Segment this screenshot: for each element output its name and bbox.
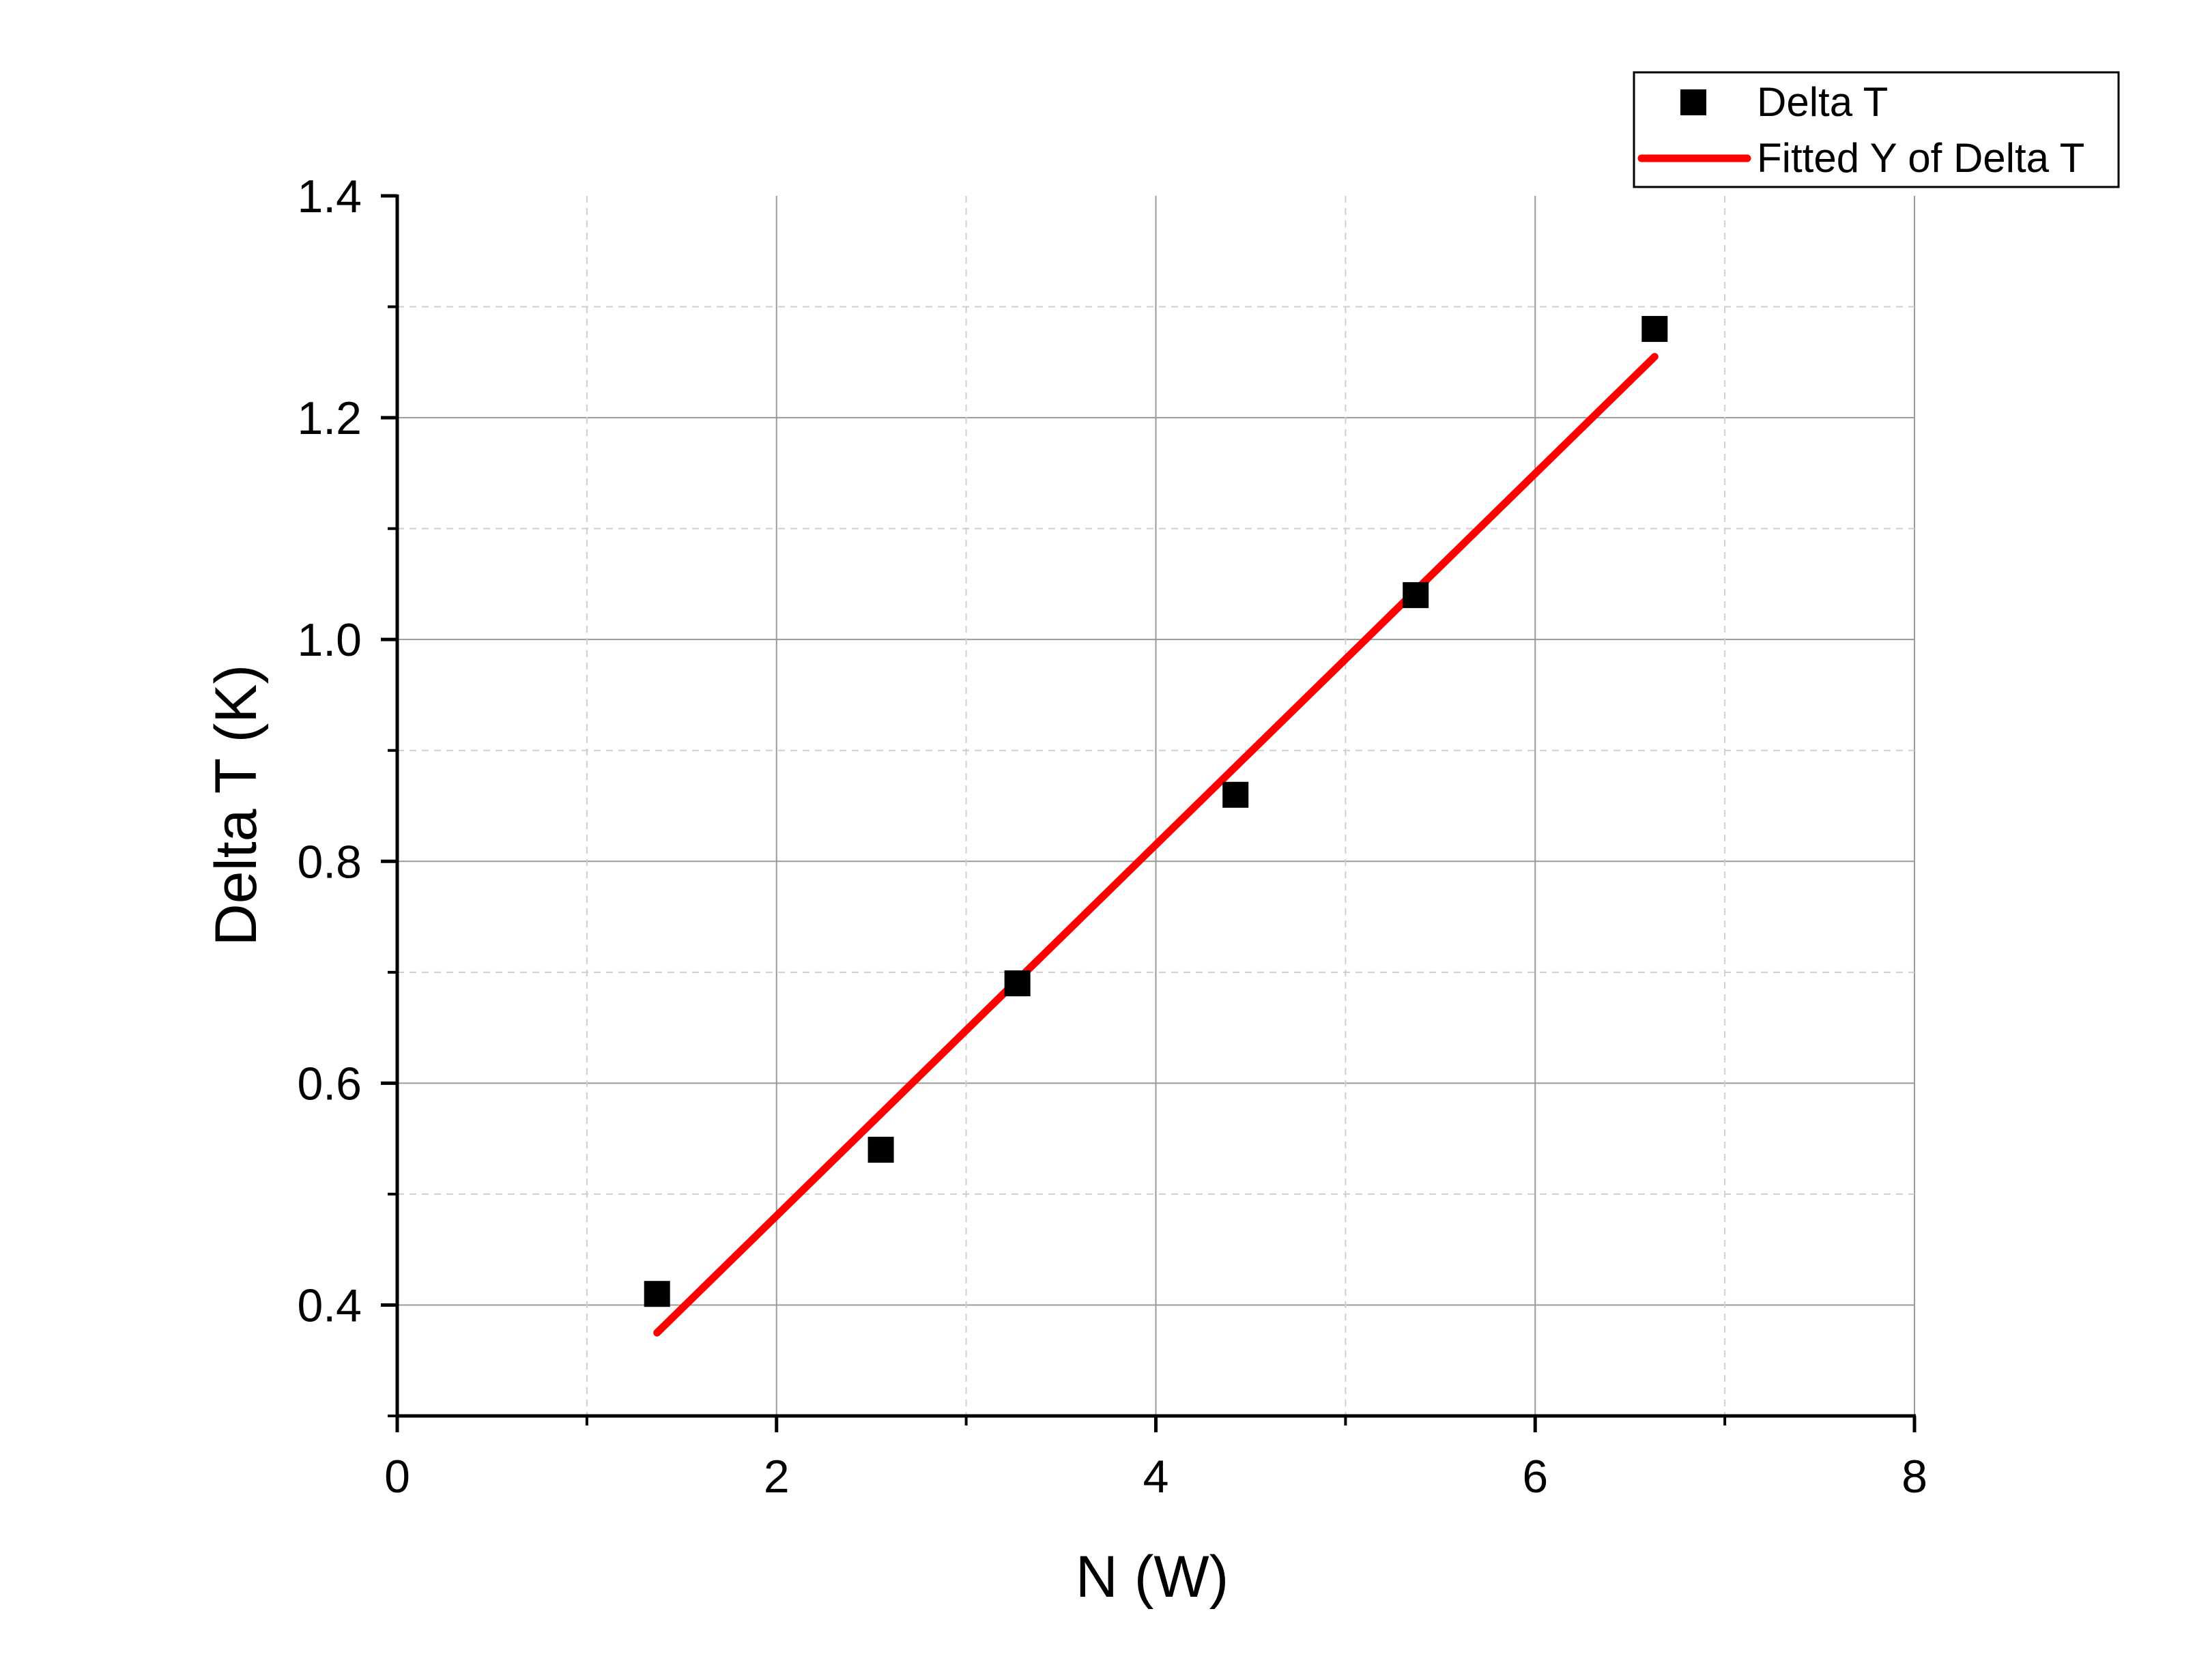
legend-marker-delta-t bbox=[1680, 89, 1706, 115]
data-point bbox=[867, 1136, 894, 1163]
y-tick-label: 1.0 bbox=[297, 614, 362, 666]
fit-line-layer bbox=[653, 353, 1659, 1337]
y-tick-label: 1.2 bbox=[297, 392, 362, 444]
data-point bbox=[1004, 970, 1031, 997]
tick-labels: 0 2 4 6 8 0.4 0.6 0.8 1.0 1.2 1.4 bbox=[297, 171, 1927, 1503]
data-points bbox=[644, 316, 1668, 1307]
x-axis-title: N (W) bbox=[1076, 1544, 1229, 1610]
x-tick-label: 8 bbox=[1902, 1451, 1927, 1503]
y-axis-title: Delta T (K) bbox=[203, 665, 269, 946]
legend-label-delta-t: Delta T bbox=[1757, 79, 1888, 125]
x-tick-label: 0 bbox=[384, 1451, 410, 1503]
x-tick-label: 4 bbox=[1143, 1451, 1169, 1503]
data-point bbox=[1222, 781, 1249, 808]
x-tick-label: 2 bbox=[764, 1451, 790, 1503]
data-point bbox=[644, 1281, 670, 1307]
y-tick-label: 1.4 bbox=[297, 171, 362, 222]
y-tick-label: 0.4 bbox=[297, 1279, 362, 1331]
fit-line bbox=[653, 353, 1659, 1337]
x-tick-label: 6 bbox=[1522, 1451, 1548, 1503]
data-point bbox=[1403, 582, 1429, 609]
y-tick-label: 0.8 bbox=[297, 836, 362, 888]
legend-box bbox=[1633, 71, 2120, 188]
y-tick-label: 0.6 bbox=[297, 1058, 362, 1110]
axes bbox=[381, 194, 1917, 1432]
data-point bbox=[1641, 316, 1668, 343]
legend-label-fitted: Fitted Y of Delta T bbox=[1757, 135, 2084, 181]
legend: Delta T Fitted Y of Delta T bbox=[1633, 71, 2120, 188]
grid-lines bbox=[397, 196, 1915, 1416]
